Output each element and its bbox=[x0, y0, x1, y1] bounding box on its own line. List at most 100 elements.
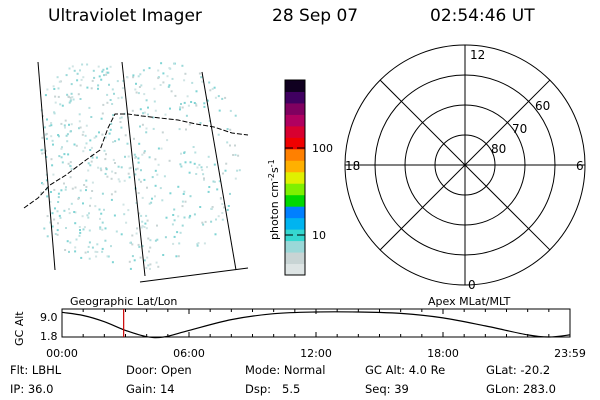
emission-speckle bbox=[128, 260, 131, 263]
emission-speckle bbox=[183, 216, 186, 219]
emission-speckle bbox=[116, 80, 119, 83]
emission-speckle bbox=[145, 127, 148, 130]
emission-speckle bbox=[151, 176, 154, 179]
emission-speckle bbox=[54, 95, 57, 98]
emission-speckle bbox=[186, 95, 189, 98]
emission-speckle bbox=[76, 72, 79, 75]
app-title: Ultraviolet Imager bbox=[48, 6, 202, 26]
emission-speckle bbox=[61, 146, 63, 149]
emission-speckle bbox=[59, 216, 62, 219]
emission-speckle bbox=[141, 220, 144, 223]
emission-speckle bbox=[147, 237, 150, 240]
emission-speckle bbox=[88, 229, 91, 232]
emission-speckle bbox=[179, 108, 181, 111]
emission-speckle bbox=[195, 103, 198, 106]
emission-speckle bbox=[82, 76, 85, 79]
emission-speckle bbox=[78, 113, 81, 116]
colorbar-segment bbox=[285, 183, 305, 196]
emission-speckle bbox=[211, 206, 214, 208]
emission-speckle bbox=[196, 244, 199, 247]
emission-speckle bbox=[135, 232, 138, 235]
emission-speckle bbox=[185, 128, 187, 131]
emission-speckle bbox=[43, 227, 46, 230]
emission-speckle bbox=[147, 264, 150, 267]
emission-speckle bbox=[65, 74, 68, 77]
colorbar bbox=[285, 80, 305, 276]
emission-speckle bbox=[86, 214, 89, 217]
emission-speckle bbox=[208, 186, 211, 188]
emission-speckle bbox=[114, 172, 117, 175]
emission-speckle bbox=[196, 166, 199, 169]
emission-speckle bbox=[80, 256, 83, 259]
emission-speckle bbox=[71, 96, 74, 99]
emission-speckle bbox=[106, 67, 109, 70]
emission-speckle bbox=[141, 153, 144, 156]
emission-speckle bbox=[106, 71, 109, 74]
emission-speckle bbox=[74, 222, 77, 225]
emission-speckle bbox=[190, 101, 193, 103]
emission-speckle bbox=[75, 144, 78, 147]
timeline-ytick-label: 1.8 bbox=[40, 330, 58, 343]
emission-speckle bbox=[41, 182, 43, 185]
emission-speckle bbox=[143, 226, 146, 228]
emission-speckle bbox=[101, 133, 104, 136]
emission-speckle bbox=[105, 167, 108, 170]
emission-speckle bbox=[70, 202, 73, 205]
emission-speckle bbox=[56, 229, 59, 232]
emission-speckle bbox=[71, 65, 74, 68]
emission-speckle bbox=[61, 104, 64, 107]
emission-speckle bbox=[71, 187, 74, 190]
emission-speckle bbox=[114, 140, 117, 143]
emission-speckle bbox=[85, 189, 87, 192]
emission-speckle bbox=[88, 241, 91, 244]
emission-speckle bbox=[66, 133, 69, 136]
time-label: 02:54:46 UT bbox=[430, 6, 535, 26]
emission-speckle bbox=[213, 163, 216, 166]
emission-speckle bbox=[99, 217, 101, 220]
emission-speckle bbox=[87, 169, 90, 172]
emission-speckle bbox=[199, 206, 202, 208]
mlt-label-midnight: 0 bbox=[468, 278, 476, 292]
emission-speckle bbox=[89, 164, 92, 167]
emission-speckle bbox=[66, 140, 69, 143]
colorbar-segment bbox=[285, 148, 305, 161]
emission-speckle bbox=[168, 67, 171, 70]
emission-speckle bbox=[223, 206, 225, 209]
emission-speckle bbox=[206, 99, 209, 102]
emission-speckle bbox=[82, 130, 85, 133]
emission-speckle bbox=[96, 243, 99, 246]
emission-speckle bbox=[221, 212, 224, 214]
emission-speckle bbox=[128, 167, 131, 170]
info-glat: GLat: -20.2 bbox=[486, 363, 551, 377]
emission-speckle bbox=[98, 75, 101, 78]
emission-speckle bbox=[101, 112, 104, 115]
emission-speckle bbox=[193, 102, 196, 104]
emission-speckle bbox=[203, 177, 205, 180]
terminator-dashed-line bbox=[23, 113, 249, 209]
emission-speckle bbox=[83, 226, 86, 229]
emission-speckle bbox=[101, 70, 104, 73]
emission-speckle bbox=[131, 109, 134, 112]
emission-speckle bbox=[110, 122, 113, 125]
emission-speckle bbox=[177, 255, 180, 258]
emission-speckle bbox=[111, 170, 114, 173]
emission-speckle bbox=[143, 150, 146, 153]
emission-speckle bbox=[170, 90, 173, 93]
emission-speckle bbox=[154, 239, 157, 242]
emission-speckle bbox=[168, 84, 171, 87]
emission-speckle bbox=[172, 214, 175, 216]
colorbar-segment bbox=[285, 80, 305, 92]
emission-speckle bbox=[105, 73, 108, 76]
info-flt: Flt: LBHL bbox=[10, 363, 62, 377]
emission-speckle bbox=[109, 128, 112, 131]
emission-speckle bbox=[224, 169, 227, 172]
emission-speckle bbox=[169, 107, 171, 110]
emission-speckle bbox=[149, 267, 151, 270]
emission-speckle bbox=[45, 179, 48, 182]
emission-speckle bbox=[131, 243, 134, 246]
emission-speckle bbox=[123, 179, 126, 182]
emission-speckle bbox=[154, 158, 157, 161]
emission-speckle bbox=[75, 238, 78, 241]
emission-speckle bbox=[79, 229, 81, 231]
emission-speckle bbox=[124, 134, 127, 137]
